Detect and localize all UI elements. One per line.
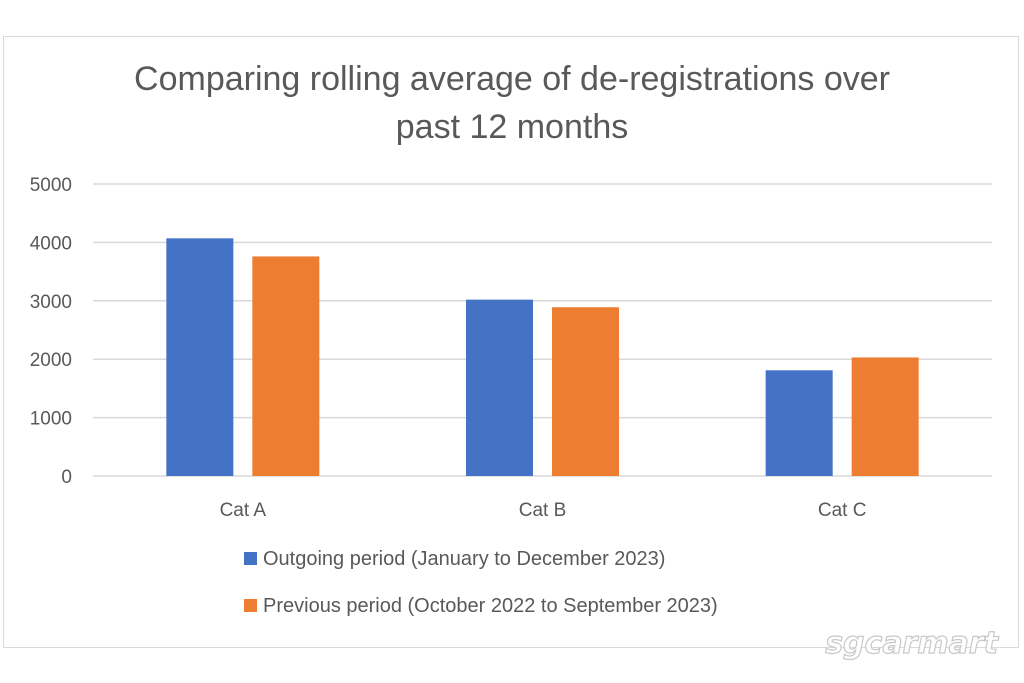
legend-swatch <box>244 599 257 612</box>
chart-title: Comparing rolling average of de-registra… <box>134 60 890 146</box>
legend-label: Outgoing period (January to December 202… <box>263 548 665 570</box>
bars <box>166 238 919 476</box>
bar-cat-b-series-2 <box>552 307 619 476</box>
chart-border <box>3 36 1019 648</box>
bar-cat-a-series-1 <box>166 238 234 476</box>
y-tick-label: 5000 <box>30 175 72 196</box>
bar-cat-c-series-2 <box>851 357 919 476</box>
x-tick-label: Cat B <box>519 500 567 521</box>
y-tick-label: 3000 <box>30 292 72 313</box>
gridlines <box>93 183 992 477</box>
x-tick-label: Cat A <box>220 500 267 521</box>
legend-label: Previous period (October 2022 to Septemb… <box>263 595 718 617</box>
y-axis-ticks: 5000 4000 3000 2000 1000 0 <box>30 175 72 488</box>
x-tick-label: Cat C <box>818 500 867 521</box>
sgcarmart-watermark: sgcarmart <box>825 626 999 661</box>
x-axis-ticks: Cat A Cat B Cat C <box>220 500 867 521</box>
chart-title-line-1: Comparing rolling average of de-registra… <box>134 60 890 98</box>
y-tick-label: 4000 <box>30 233 72 254</box>
chart-title-line-2: past 12 months <box>396 108 628 146</box>
y-tick-label: 1000 <box>30 409 72 430</box>
legend: Outgoing period (January to December 202… <box>244 548 718 617</box>
y-tick-label: 0 <box>61 467 72 488</box>
legend-swatch <box>244 552 257 565</box>
bar-cat-a-series-2 <box>252 256 320 476</box>
bar-cat-c-series-1 <box>765 370 833 476</box>
bar-cat-b-series-1 <box>466 299 533 476</box>
y-tick-label: 2000 <box>30 350 72 371</box>
